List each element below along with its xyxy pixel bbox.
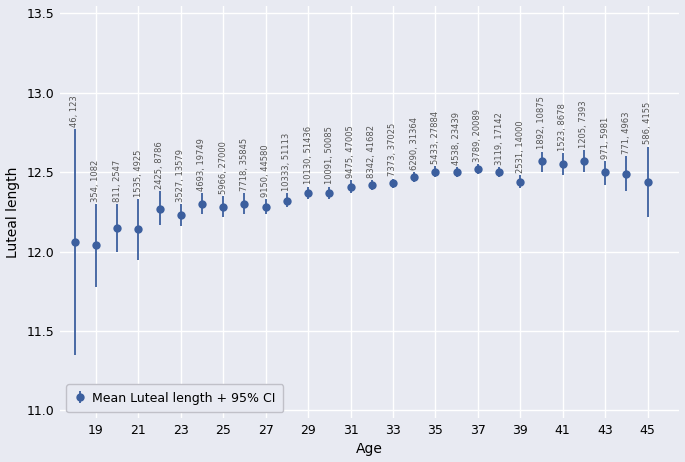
- Text: 9475, 47005: 9475, 47005: [346, 125, 355, 178]
- Text: 46, 123: 46, 123: [70, 95, 79, 127]
- Y-axis label: Luteal length: Luteal length: [5, 166, 20, 258]
- Text: 2425, 8786: 2425, 8786: [155, 141, 164, 189]
- Legend: Mean Luteal length + 95% CI: Mean Luteal length + 95% CI: [66, 384, 283, 412]
- Text: 6290, 31364: 6290, 31364: [410, 117, 419, 170]
- Text: 586, 4155: 586, 4155: [643, 102, 652, 145]
- Text: 1523, 8678: 1523, 8678: [558, 103, 567, 151]
- Text: 771, 4963: 771, 4963: [622, 111, 631, 154]
- Text: 7373, 37025: 7373, 37025: [388, 123, 397, 176]
- Text: 10091, 50085: 10091, 50085: [325, 126, 334, 184]
- Text: 10333, 51113: 10333, 51113: [282, 132, 291, 190]
- Text: 3527, 13579: 3527, 13579: [176, 149, 185, 201]
- Text: 9150, 44580: 9150, 44580: [261, 144, 270, 197]
- Text: 10130, 51436: 10130, 51436: [303, 126, 312, 184]
- Text: 1535, 4925: 1535, 4925: [134, 150, 142, 197]
- Text: 4538, 23439: 4538, 23439: [452, 112, 461, 165]
- Text: 8342, 41682: 8342, 41682: [367, 125, 376, 178]
- Text: 811, 2547: 811, 2547: [112, 159, 122, 201]
- Text: 971, 5981: 971, 5981: [601, 116, 610, 159]
- Text: 2531, 14000: 2531, 14000: [516, 121, 525, 173]
- Text: 5966, 27000: 5966, 27000: [219, 141, 227, 194]
- Text: 3789, 20089: 3789, 20089: [473, 109, 482, 162]
- Text: 5433, 27884: 5433, 27884: [431, 110, 440, 164]
- Text: 4693, 19749: 4693, 19749: [197, 138, 206, 190]
- Text: 1892, 10875: 1892, 10875: [537, 97, 546, 149]
- X-axis label: Age: Age: [356, 443, 383, 456]
- Text: 7718, 35845: 7718, 35845: [240, 137, 249, 190]
- Text: 1205, 7393: 1205, 7393: [580, 100, 588, 148]
- Text: 3119, 17142: 3119, 17142: [495, 112, 503, 165]
- Text: 354, 1082: 354, 1082: [91, 159, 101, 201]
